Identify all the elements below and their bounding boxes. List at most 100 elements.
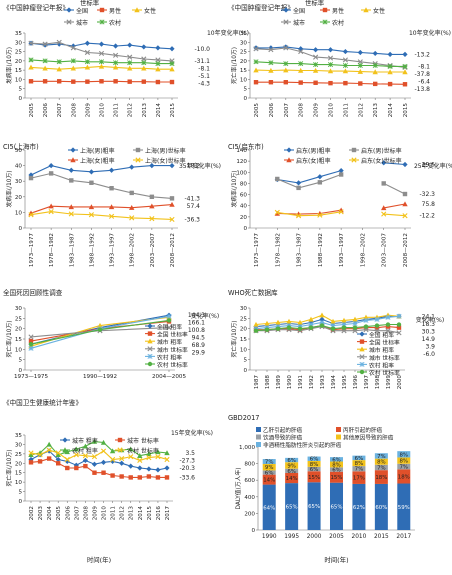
data-point [253,59,259,65]
data-point [146,466,152,472]
x-tick-label: 2007 [74,506,80,521]
y-tick-label: 35 [15,433,23,439]
y-tick-label: 25 [15,316,23,322]
data-point [84,49,90,56]
x-tick-label: 2008 [83,506,89,521]
legend-marker [286,147,292,153]
legend-marker [70,147,76,153]
data-point [402,161,408,168]
data-point [330,326,336,331]
segment-label: 65% [331,504,343,510]
data-point [169,216,175,223]
data-point [98,41,105,47]
stacked-bar-segment [262,474,276,485]
x-tick-label: 1990 [287,375,293,390]
data-point [313,80,318,85]
data-point [341,325,347,330]
data-point [396,330,402,336]
data-point [55,450,61,456]
legend-marker [147,331,153,336]
data-point [385,328,391,334]
data-point [396,322,402,327]
data-point [68,204,74,210]
change-value: -12.2 [419,213,435,220]
data-point [48,209,54,215]
legend-marker [359,331,365,337]
data-point [268,47,274,53]
data-point [28,40,34,46]
data-point [169,79,175,85]
legend-label: 农村 世标率 [157,361,188,369]
data-point [274,209,280,215]
data-point [363,317,369,323]
data-point [85,79,90,84]
data-point [101,470,106,475]
panel-title: WHO死亡数据库 [228,288,278,297]
change-value: -13.8 [414,86,430,93]
change-value: 24.1 [422,313,436,320]
segment-label: 14% [263,478,275,484]
legend-marker [359,369,365,375]
segment-label: 18% [375,475,387,481]
panel-title: GBD2017 [228,414,260,422]
data-point [98,50,105,57]
x-tick-label: 2011 [343,103,349,118]
data-point [253,321,259,327]
y-tick-label: 200 [244,511,255,517]
data-point [84,64,91,70]
data-point [48,203,54,209]
data-point [112,64,119,70]
stacked-bar-segment [285,468,299,473]
y-tick-label: 0 [18,96,22,102]
segment-label: 64% [263,505,275,511]
data-point [149,203,155,209]
x-tick-label: 1995 [284,534,299,540]
stacked-bar-segment [397,483,411,530]
data-point [119,460,125,466]
data-point [146,451,152,457]
y-tick-label: 600 [244,478,255,484]
x-tick-label: 2013 [129,506,135,521]
legend-label: 上海(男)粗率 [80,147,115,155]
segment-label: 7% [377,454,386,460]
segment-label: 15% [331,475,343,481]
y-tick-label: 15 [15,68,23,74]
data-point [155,475,161,480]
y-tick-label: 20 [15,327,23,333]
x-tick-label: 2006 [43,103,49,118]
data-point [352,316,358,322]
data-point [295,213,302,219]
data-point [88,212,95,218]
data-point [381,160,387,166]
y-tick-label: 30 [15,442,23,448]
y-tick-label: 35 [15,31,23,37]
legend-label: 饮酒导致的肝癌 [263,434,303,442]
data-point [358,81,363,86]
data-point [73,446,80,452]
data-point [327,47,334,53]
data-point [308,322,314,328]
data-point [127,60,133,66]
stacked-bar-segment [374,483,388,530]
data-point [387,63,393,69]
data-point [253,45,259,51]
data-point [352,325,358,330]
data-point [385,314,391,320]
legend-swatch [256,427,261,432]
x-tick-label: 1988—1992 [318,233,324,267]
data-point [69,178,74,183]
x-tick-label: 2008—2012 [170,233,176,267]
data-point [396,313,402,319]
data-point [328,80,333,86]
stacked-bar-segment [262,470,276,475]
y-tick-label: 20 [15,461,23,467]
y-tick-label: 20 [15,195,23,201]
legend-marker [62,437,68,443]
x-tick-label: 2008 [299,103,305,118]
data-point [28,338,34,344]
data-point [363,314,369,320]
data-point [28,460,34,465]
data-point [28,212,34,218]
legend-marker [359,339,365,344]
